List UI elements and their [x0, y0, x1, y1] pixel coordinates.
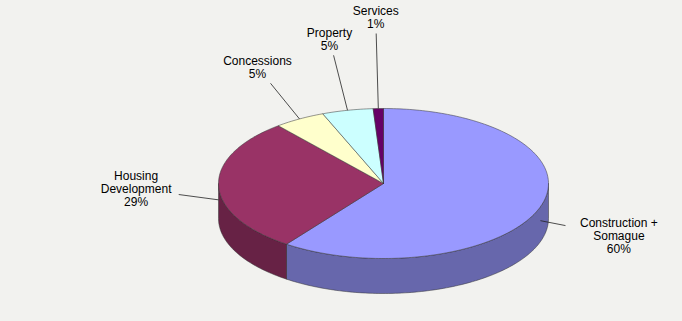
svg-text:Services1%: Services1% — [353, 4, 399, 31]
svg-text:Concessions5%: Concessions5% — [223, 54, 292, 81]
svg-text:Property5%: Property5% — [307, 26, 352, 53]
svg-text:HousingDevelopment29%: HousingDevelopment29% — [101, 169, 172, 209]
svg-text:Construction +Somague60%: Construction +Somague60% — [580, 216, 658, 256]
